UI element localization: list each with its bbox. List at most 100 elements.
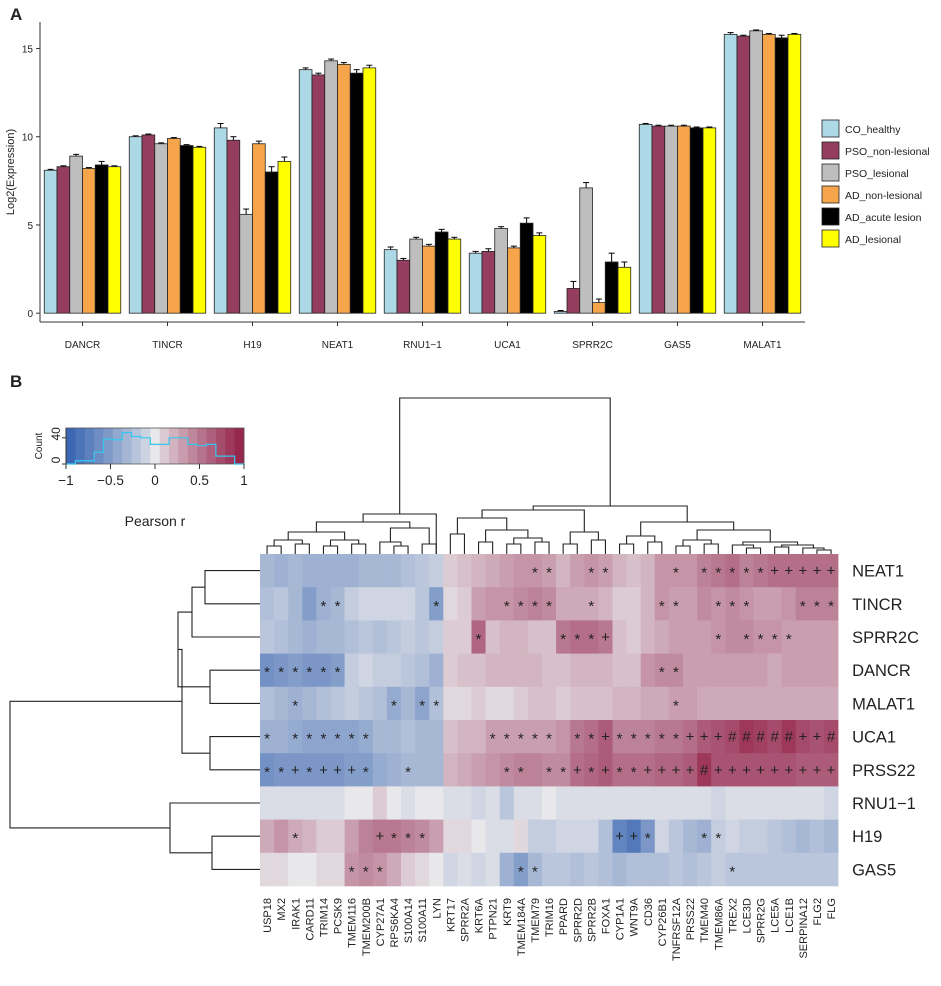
color-key-bin <box>75 428 86 464</box>
heatmap-cell <box>668 753 684 787</box>
heatmap-cell <box>626 720 641 754</box>
heatmap-cell <box>542 720 557 754</box>
significance-marker: + <box>813 563 822 580</box>
heatmap-cell <box>358 554 374 588</box>
heatmap-cell <box>471 653 486 688</box>
significance-marker: * <box>306 764 312 781</box>
heatmap-cell <box>260 720 275 754</box>
heatmap-cell <box>612 653 627 688</box>
column-label: MX2 <box>276 898 288 921</box>
heatmap-cell <box>471 686 486 721</box>
significance-marker: + <box>686 762 695 779</box>
x-tick-label: DANCR <box>65 340 101 351</box>
heatmap-cell <box>781 753 797 787</box>
significance-marker: * <box>546 598 552 615</box>
heatmap-cell <box>654 852 670 887</box>
significance-marker: * <box>645 830 651 847</box>
panel-a-legend[interactable]: CO_healthy PSO_non-lesional PSO_lesional AD… <box>821 119 930 248</box>
heatmap-cell <box>344 786 359 820</box>
heatmap-cell <box>781 653 797 688</box>
significance-marker: * <box>504 731 510 748</box>
heatmap-cell <box>824 819 839 854</box>
heatmap-cell <box>824 554 839 588</box>
panel-b-color-key: 0 40 Count −1 −0.5 0 0.5 1 Pearson r <box>34 427 248 529</box>
heatmap-cell <box>344 852 359 887</box>
heatmap-cell <box>725 686 740 721</box>
heatmap-cell <box>753 653 768 688</box>
significance-marker: * <box>349 731 355 748</box>
significance-marker: * <box>405 764 411 781</box>
heatmap-cell <box>725 653 740 688</box>
heatmap-cell <box>668 653 684 688</box>
heatmap-cell <box>485 819 500 854</box>
significance-marker: * <box>772 631 778 648</box>
heatmap-cell <box>316 587 331 621</box>
heatmap-cell <box>809 753 825 787</box>
significance-marker: + <box>714 762 723 779</box>
bar <box>154 143 168 314</box>
bar <box>43 169 58 314</box>
heatmap-cell <box>767 554 782 588</box>
heatmap-cell <box>654 753 670 787</box>
heatmap-cell <box>274 653 289 688</box>
heatmap-cell <box>767 819 782 854</box>
legend-label: CO_healthy <box>845 124 901 136</box>
heatmap-cell <box>513 554 529 588</box>
column-label: FLG <box>826 898 838 919</box>
significance-marker: * <box>419 830 425 847</box>
heatmap-cell <box>697 554 712 588</box>
dendrogram-branch <box>329 539 360 546</box>
significance-marker: * <box>278 664 284 681</box>
dendrogram-branch <box>675 545 691 554</box>
heatmap-cell <box>753 587 768 621</box>
heatmap-cell <box>584 620 599 654</box>
heatmap-cell <box>584 653 599 688</box>
heatmap-cell <box>457 587 472 621</box>
heatmap-cell <box>358 653 374 688</box>
heatmap-cell <box>668 620 684 654</box>
heatmap-cell <box>274 720 289 754</box>
row-dendrogram <box>9 570 260 870</box>
significance-marker: * <box>729 598 735 615</box>
significance-marker: + <box>601 629 610 646</box>
heatmap-cell <box>598 554 613 588</box>
heatmap-cell <box>584 852 599 887</box>
significance-marker: * <box>306 731 312 748</box>
heatmap-cell <box>415 686 430 721</box>
significance-marker: + <box>686 729 695 746</box>
heatmap-cell <box>739 720 754 754</box>
significance-marker: + <box>827 563 836 580</box>
heatmap-cell <box>499 686 515 721</box>
heatmap-cell <box>429 852 444 887</box>
heatmap-cell <box>809 720 825 754</box>
significance-marker: # <box>770 729 779 746</box>
heatmap-cell <box>485 587 500 621</box>
heatmap-cell <box>330 720 345 754</box>
significance-marker: + <box>657 762 666 779</box>
heatmap-cell <box>443 554 458 588</box>
heatmap-cell <box>767 620 782 654</box>
heatmap-cell <box>372 686 388 721</box>
heatmap-cell <box>302 852 317 887</box>
heatmap-cell <box>415 852 430 887</box>
heatmap-cell <box>795 686 811 721</box>
heatmap-cell <box>556 554 571 588</box>
heatmap-cell <box>795 786 811 820</box>
heatmap-cell <box>612 819 627 854</box>
column-label: LYN <box>431 898 443 919</box>
heatmap-cell <box>683 554 698 588</box>
heatmap-cell <box>471 720 486 754</box>
column-label: CARD11 <box>304 898 316 941</box>
r-tick-label: 0.5 <box>190 473 209 488</box>
bar <box>422 245 436 314</box>
significance-marker: * <box>574 731 580 748</box>
dendrogram-branch <box>640 521 735 536</box>
heatmap-cell <box>570 587 585 621</box>
significance-marker: * <box>814 598 820 615</box>
color-key-bin <box>169 428 179 464</box>
dendrogram-branch <box>351 543 367 554</box>
heatmap-cell <box>372 653 388 688</box>
significance-marker: * <box>645 731 651 748</box>
heatmap-cell <box>372 554 388 588</box>
legend-label: AD_non-lesional <box>845 190 922 202</box>
